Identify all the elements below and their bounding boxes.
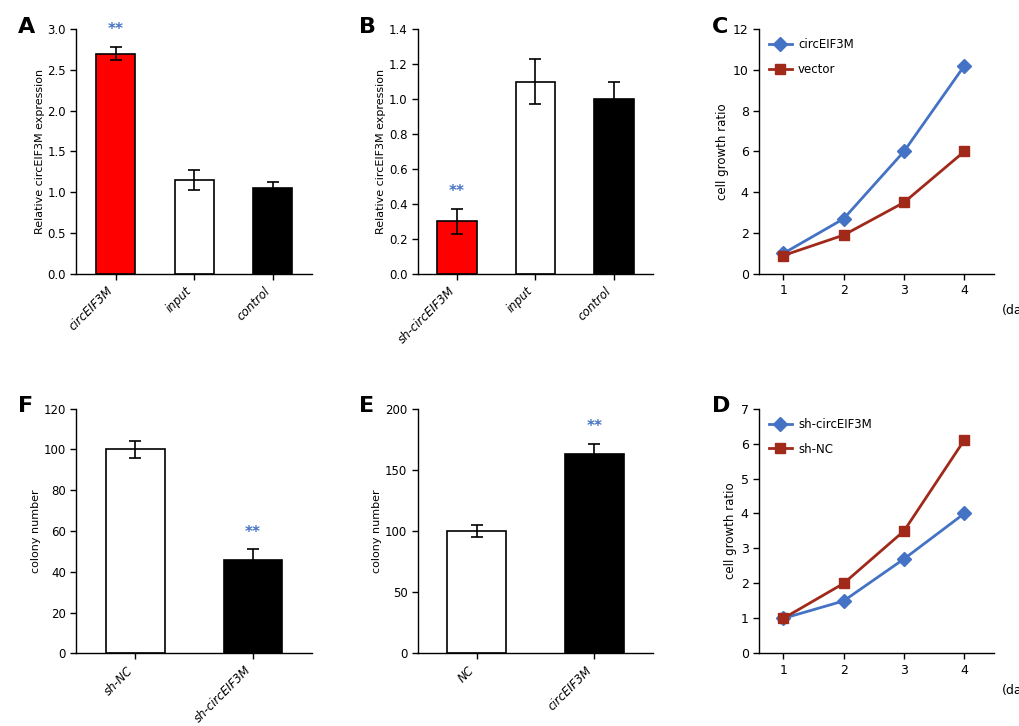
Bar bbox=[174, 180, 214, 274]
sh-circEIF3M bbox=[776, 614, 789, 623]
Bar bbox=[516, 81, 554, 274]
Text: B: B bbox=[359, 17, 376, 37]
Text: **: ** bbox=[245, 525, 261, 539]
Bar bbox=[96, 54, 136, 274]
sh-NC bbox=[837, 579, 849, 588]
sh-circEIF3M bbox=[837, 597, 849, 605]
circEIF3M bbox=[837, 214, 849, 223]
Y-axis label: Relative circEIF3M expression: Relative circEIF3M expression bbox=[35, 69, 45, 234]
circEIF3M bbox=[776, 249, 789, 258]
Text: D: D bbox=[711, 396, 730, 416]
vector bbox=[837, 231, 849, 240]
Line: circEIF3M: circEIF3M bbox=[777, 61, 968, 258]
Bar bbox=[437, 221, 476, 274]
Text: F: F bbox=[17, 396, 33, 416]
Legend: sh-circEIF3M, sh-NC: sh-circEIF3M, sh-NC bbox=[764, 415, 874, 460]
Text: (day): (day) bbox=[1001, 684, 1019, 697]
Y-axis label: cell growth ratio: cell growth ratio bbox=[715, 103, 728, 200]
Bar bbox=[253, 188, 292, 274]
Y-axis label: Relative circEIF3M expression: Relative circEIF3M expression bbox=[375, 69, 385, 234]
circEIF3M bbox=[957, 62, 969, 70]
vector bbox=[776, 251, 789, 260]
Line: sh-circEIF3M: sh-circEIF3M bbox=[777, 509, 968, 624]
sh-NC bbox=[897, 526, 909, 535]
Bar bbox=[565, 454, 624, 653]
Text: E: E bbox=[359, 396, 374, 416]
circEIF3M bbox=[897, 147, 909, 156]
Text: **: ** bbox=[108, 23, 123, 37]
sh-NC bbox=[957, 436, 969, 444]
vector bbox=[897, 198, 909, 207]
vector bbox=[957, 147, 969, 156]
Bar bbox=[594, 99, 633, 274]
Text: C: C bbox=[711, 17, 728, 37]
Text: **: ** bbox=[448, 184, 465, 200]
Y-axis label: cell growth ratio: cell growth ratio bbox=[722, 483, 736, 579]
Bar bbox=[446, 531, 505, 653]
Y-axis label: colony number: colony number bbox=[372, 489, 382, 573]
Text: **: ** bbox=[586, 419, 602, 434]
Text: A: A bbox=[17, 17, 35, 37]
Y-axis label: colony number: colony number bbox=[31, 489, 41, 573]
Bar bbox=[106, 449, 165, 653]
sh-NC bbox=[776, 614, 789, 623]
Text: (day): (day) bbox=[1001, 304, 1019, 317]
sh-circEIF3M bbox=[897, 555, 909, 563]
Bar bbox=[223, 560, 282, 653]
Line: vector: vector bbox=[777, 147, 968, 261]
Line: sh-NC: sh-NC bbox=[777, 435, 968, 624]
Legend: circEIF3M, vector: circEIF3M, vector bbox=[764, 35, 857, 80]
sh-circEIF3M bbox=[957, 509, 969, 518]
